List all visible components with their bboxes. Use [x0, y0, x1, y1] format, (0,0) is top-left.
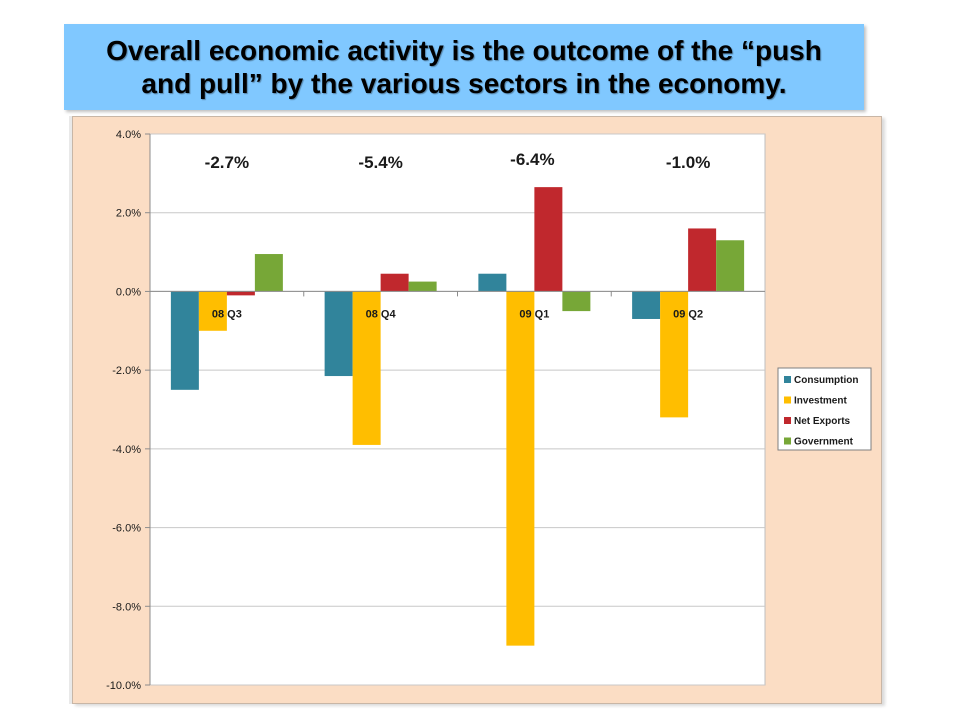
legend-label: Consumption	[794, 375, 858, 386]
category-label: 09 Q2	[673, 308, 703, 320]
legend-swatch-government	[784, 437, 791, 445]
category-label: 09 Q1	[519, 308, 549, 320]
bar-investment	[506, 291, 535, 646]
total-annotation: -5.4%	[358, 153, 402, 172]
total-annotation: -1.0%	[666, 153, 710, 172]
y-tick-label: 2.0%	[116, 208, 141, 220]
bar-government	[716, 240, 745, 292]
y-tick-label: 0.0%	[116, 286, 141, 298]
bar-consumption	[632, 291, 661, 319]
bar-investment	[198, 291, 227, 331]
legend-label: Investment	[794, 396, 847, 407]
slide-title: Overall economic activity is the outcome…	[106, 35, 822, 99]
bar-investment	[660, 291, 689, 418]
y-tick-label: -8.0%	[112, 601, 141, 613]
bar-net-exports	[688, 228, 717, 292]
category-label: 08 Q3	[212, 308, 242, 320]
y-tick-label: -2.0%	[112, 365, 141, 377]
y-tick-label: -6.0%	[112, 523, 141, 535]
y-tick-label: -4.0%	[112, 444, 141, 456]
y-tick-label: -10.0%	[106, 680, 141, 692]
bar-consumption	[170, 291, 199, 390]
bar-net-exports	[226, 291, 255, 296]
category-label: 08 Q4	[366, 308, 397, 320]
bar-government	[254, 254, 283, 292]
bar-net-exports	[534, 187, 563, 292]
bar-consumption	[324, 291, 353, 377]
bar-net-exports	[380, 273, 409, 292]
y-tick-label: 4.0%	[116, 129, 141, 141]
title-banner: Overall economic activity is the outcome…	[64, 24, 864, 110]
bar-consumption	[478, 273, 507, 292]
legend-label: Government	[794, 437, 854, 448]
legend-label: Net Exports	[794, 416, 851, 427]
legend-swatch-net-exports	[784, 417, 791, 424]
bar-government	[408, 281, 437, 292]
total-annotation: -2.7%	[205, 153, 249, 172]
legend	[777, 367, 872, 451]
bar-government	[562, 291, 591, 312]
total-annotation: -6.4%	[510, 150, 554, 169]
legend-swatch-investment	[784, 396, 791, 404]
bar-investment	[352, 291, 381, 445]
legend-swatch-consumption	[784, 376, 791, 383]
